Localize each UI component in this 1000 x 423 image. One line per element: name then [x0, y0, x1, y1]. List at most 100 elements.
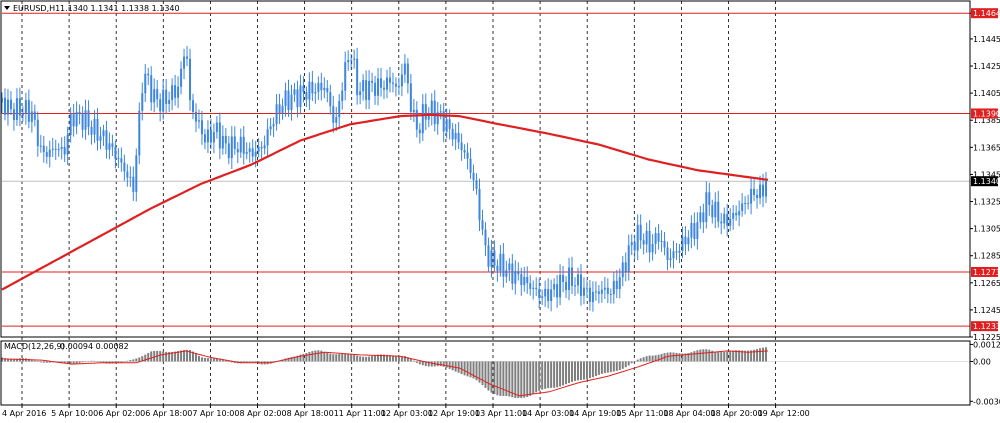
candle-body	[377, 78, 380, 96]
candle-body	[260, 147, 263, 149]
candle-body	[224, 135, 227, 144]
candle-body	[400, 74, 403, 87]
x-tick-label: 8 Apr 02:00	[240, 409, 287, 418]
candle-body	[547, 288, 550, 301]
macd-bar	[606, 361, 609, 373]
candle-body	[559, 275, 562, 298]
moving-average-line	[1, 113, 769, 291]
macd-bar	[717, 351, 720, 362]
macd-bar	[215, 358, 218, 362]
candle-body	[329, 92, 332, 107]
macd-bar	[669, 352, 672, 362]
candle-body	[385, 77, 388, 90]
macd-bar	[99, 361, 102, 363]
macd-bar	[209, 358, 212, 362]
candle-body	[69, 114, 72, 135]
candle-body	[472, 172, 475, 181]
candle-body	[159, 99, 162, 112]
candle-body	[415, 109, 418, 130]
candle-body	[520, 274, 523, 286]
macd-bar	[305, 352, 308, 362]
level-price-label: 1.1233	[973, 322, 1000, 331]
macd-bar	[547, 361, 550, 389]
candle-body	[284, 90, 287, 106]
candle-body	[439, 111, 442, 113]
candle-body	[723, 213, 726, 224]
macd-bar	[203, 357, 206, 362]
candle-body	[699, 212, 702, 223]
candle-body	[693, 223, 696, 239]
candle-body	[603, 287, 606, 290]
candle-body	[141, 93, 144, 111]
macd-bar	[493, 361, 496, 395]
candle-body	[702, 212, 705, 223]
macd-bar	[335, 354, 338, 362]
candle-body	[54, 148, 57, 150]
price-axis-ticks: 1.1464 1.1445 1.1425 1.1405 1.1385 1.1365 1.13…	[970, 8, 1000, 342]
macd-label: MACD(12,26,9)	[4, 342, 65, 351]
macd-bar	[490, 361, 493, 393]
macd-bar	[651, 355, 654, 362]
candle-body	[45, 152, 48, 157]
candle-body	[212, 132, 215, 143]
y-tick-label: 1.1445	[973, 35, 1000, 44]
candle-body	[526, 277, 529, 284]
x-tick-label: 14 Apr 19:00	[569, 409, 621, 418]
ohlc-values: 1.1340 1.1341 1.1338 1.1340	[60, 4, 180, 13]
macd-bar	[445, 361, 448, 368]
dropdown-triangle-icon[interactable]	[4, 6, 10, 10]
candle-body	[314, 92, 317, 94]
candle-body	[209, 129, 212, 143]
candle-body	[466, 152, 469, 159]
candle-body	[21, 114, 24, 116]
macd-bar	[529, 361, 532, 396]
macd-bar	[75, 361, 78, 364]
candle-body	[505, 270, 508, 277]
macd-bar	[478, 361, 481, 383]
candle-body	[445, 119, 448, 132]
candle-body	[299, 85, 302, 108]
y-tick-label: 1.1365	[973, 143, 1000, 152]
macd-bar	[344, 353, 347, 362]
macd-bar	[532, 361, 535, 395]
candle-body	[633, 242, 636, 251]
candle-body	[153, 89, 156, 103]
candle-body	[574, 285, 577, 287]
candle-body	[469, 158, 472, 173]
candle-body	[418, 129, 421, 134]
candle-body	[123, 162, 126, 172]
candle-body	[687, 237, 690, 245]
macd-bar	[502, 361, 505, 396]
macd-bar	[371, 355, 374, 362]
chart-frame	[0, 0, 971, 406]
candle-body	[374, 82, 377, 96]
macd-bar	[368, 356, 371, 362]
x-tick-label: 6 Apr 02:00	[98, 409, 145, 418]
macd-bar	[162, 351, 165, 362]
x-tick-label: 11 Apr 11:00	[334, 409, 386, 418]
candle-body	[269, 126, 272, 130]
candle-body	[60, 146, 63, 150]
candle-body	[281, 105, 284, 114]
macd-bar	[189, 350, 192, 362]
macd-bar	[147, 352, 150, 362]
candle-body	[636, 224, 639, 251]
macd-bar	[723, 351, 726, 362]
candle-body	[576, 274, 579, 286]
macd-bar	[699, 349, 702, 362]
macd-bar	[681, 353, 684, 362]
macd-bar	[609, 361, 612, 373]
symbol-label: EURUSD,H1	[13, 4, 60, 13]
candle-body	[72, 114, 75, 127]
macd-bar	[138, 357, 141, 362]
candle-body	[588, 287, 591, 302]
candle-body	[320, 82, 323, 91]
macd-bar	[200, 357, 203, 362]
candle-body	[287, 90, 290, 111]
candle-body	[612, 280, 615, 295]
candle-body	[717, 201, 720, 222]
macd-bar	[251, 361, 254, 363]
macd-bar	[406, 357, 409, 362]
x-tick-label: 14 Apr 03:00	[522, 409, 574, 418]
candle-body	[490, 250, 493, 267]
